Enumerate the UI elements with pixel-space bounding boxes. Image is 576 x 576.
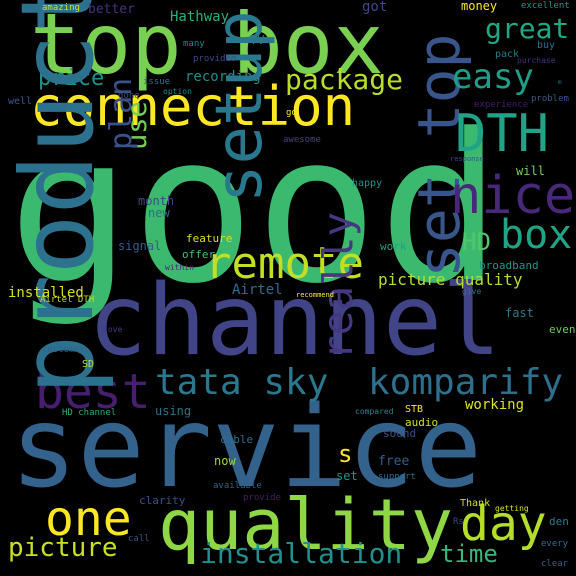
word-work: work [380, 241, 407, 252]
word-give: give [462, 288, 481, 296]
word-sd: SD [82, 360, 94, 370]
word-amazing: amazing [42, 4, 80, 13]
word-using: using [155, 405, 191, 417]
word-call: call [128, 535, 150, 544]
word-installation: installation [200, 540, 402, 568]
word-really: really [318, 212, 359, 360]
word-support: support [378, 473, 416, 482]
word-cable: cable [220, 434, 253, 445]
word-compared: compared [355, 408, 394, 416]
word-great: great [485, 15, 569, 43]
word-even: even [549, 324, 576, 335]
word-happy: happy [352, 179, 382, 189]
word-working: working [465, 398, 524, 412]
word-airtel: Airtel [232, 283, 283, 297]
word-response: response [450, 156, 484, 163]
word-feature: feature [186, 233, 232, 244]
word-got: got [362, 0, 387, 14]
word-time: time [440, 542, 498, 566]
word-many: many [183, 40, 205, 49]
word-product: product [8, 0, 108, 395]
word-provide: provide [243, 494, 281, 503]
word-m: m [558, 80, 562, 86]
word-rs: Rs [453, 518, 464, 527]
word-clear: clear [541, 560, 568, 569]
word-sound: sound [383, 428, 416, 439]
word-excellent: excellent [521, 2, 570, 11]
word-offer: offer [182, 249, 215, 260]
word-buy: buy [537, 41, 555, 51]
word-available: available [213, 482, 262, 491]
word-within: within [165, 264, 194, 272]
word-new: new [148, 207, 170, 219]
word-clarity: clarity [139, 495, 185, 506]
word-well: well [8, 97, 32, 107]
word-pack: pack [495, 50, 519, 60]
word-love: love [103, 326, 122, 334]
word-problem: problem [531, 95, 569, 104]
word-package: package [285, 66, 403, 94]
word-will: will [516, 165, 545, 177]
word-stb: STB [405, 405, 423, 415]
word-issue: issue [143, 78, 170, 87]
word-awesome: awesome [283, 136, 321, 145]
word-experience: experience [474, 101, 528, 110]
word-recommend: recommend [296, 292, 334, 299]
word-customer: customer [42, 346, 85, 355]
word-komparify: komparify [368, 365, 563, 401]
word-every: every [541, 540, 568, 549]
word-dth: DTH [455, 108, 549, 160]
word-now: now [214, 455, 236, 467]
word-picture-quality: picture quality [378, 272, 523, 288]
word-tata-sky: tata sky [155, 365, 328, 401]
word-broadband: broadband [479, 260, 539, 271]
word-signal: signal [118, 240, 161, 252]
word-easy: easy [452, 60, 534, 94]
word-plan: plan [107, 78, 137, 150]
word-s: s [338, 442, 352, 466]
word-picture: picture [8, 535, 118, 561]
word-money: money [461, 0, 497, 12]
word-set: set [336, 470, 358, 482]
word-better: better [88, 3, 135, 16]
word-option: option [163, 88, 192, 96]
word-den: den [549, 516, 569, 527]
word-purchase: purchase [517, 57, 556, 65]
word-thank: Thank [460, 499, 490, 509]
word-free: free [378, 455, 409, 468]
word-go: go [286, 109, 297, 118]
word-setup-box: setup box [208, 0, 272, 203]
word-hd: HD [462, 230, 491, 254]
word-airtel-dth: Airtel DTH [40, 296, 94, 305]
word-hd-channel: HD channel [62, 409, 116, 418]
word-provided: provided [193, 55, 236, 64]
word-box: box [500, 215, 572, 255]
word-getting: getting [495, 505, 529, 513]
word-fast: fast [505, 307, 534, 319]
